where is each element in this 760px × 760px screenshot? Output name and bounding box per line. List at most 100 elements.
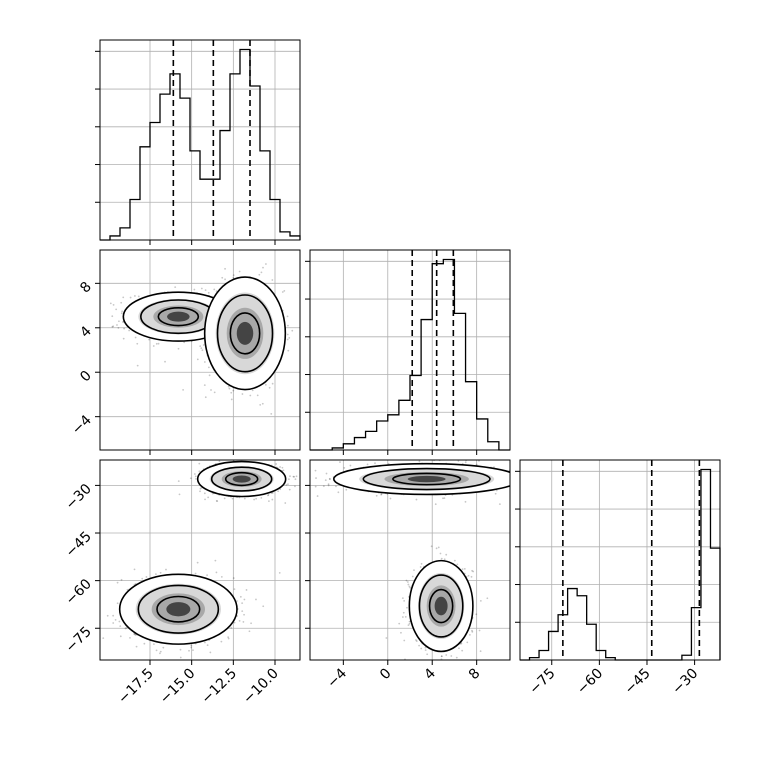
scatter-point: [213, 391, 216, 394]
scatter-point: [366, 463, 369, 466]
scatter-point: [109, 302, 112, 305]
scatter-point: [281, 466, 284, 469]
density-contour: [210, 466, 273, 492]
scatter-point: [420, 647, 423, 650]
scatter-point: [182, 389, 185, 391]
scatter-point: [106, 614, 109, 617]
scatter-point: [152, 345, 155, 347]
scatter-point: [194, 475, 197, 478]
scatter-point: [271, 382, 274, 385]
scatter-point: [464, 500, 467, 503]
scatter-point: [136, 364, 139, 367]
scatter-point: [111, 325, 114, 328]
scatter-point: [440, 655, 443, 658]
scatter-point: [129, 296, 132, 299]
scatter-point: [401, 616, 404, 618]
scatter-point: [285, 483, 288, 486]
density-contour: [392, 472, 462, 486]
scatter-point: [464, 461, 467, 464]
scatter-point: [227, 636, 230, 639]
scatter-point: [196, 358, 199, 361]
scatter-point: [204, 396, 207, 399]
density-contour: [428, 588, 454, 624]
scatter-point: [213, 288, 216, 291]
scatter-point: [193, 473, 196, 475]
hist_p0-panel: [95, 39, 301, 245]
scatter-point: [165, 568, 167, 571]
scatter-point: [242, 621, 245, 623]
scatter-point: [190, 646, 193, 649]
scatter-point: [155, 573, 157, 576]
histogram-step: [520, 468, 721, 661]
scatter-point: [199, 490, 201, 493]
scatter-point: [424, 649, 427, 652]
scatter-point: [405, 579, 408, 582]
scatter-point: [288, 336, 291, 339]
axes-frame: [309, 459, 511, 661]
scatter-point: [267, 494, 269, 497]
scatter-point: [192, 649, 194, 652]
scatter-point: [261, 402, 264, 405]
scatter-point: [314, 485, 317, 488]
scatter-point: [120, 578, 123, 581]
scatter-point: [215, 571, 218, 574]
scatter-point: [316, 495, 319, 497]
scatter-point: [458, 647, 460, 650]
scatter-point: [216, 500, 219, 503]
scatter-point: [415, 498, 418, 501]
scatter-point: [435, 547, 438, 550]
scatter-point: [174, 286, 177, 288]
scatter-point: [114, 618, 117, 621]
scatter-point: [466, 641, 469, 644]
scatter_p0_p1-panel: 840−4: [69, 249, 301, 455]
scatter-point: [210, 389, 212, 391]
scatter-point: [478, 629, 481, 632]
scatter-point: [141, 577, 144, 580]
scatter-point: [461, 649, 464, 652]
scatter-point: [200, 347, 203, 350]
scatter-point: [134, 633, 136, 636]
scatter-point: [155, 649, 158, 652]
scatter-point: [424, 646, 427, 649]
scatter-point: [145, 576, 148, 578]
scatter-point: [159, 652, 161, 655]
density-fill: [166, 602, 191, 617]
scatter-point: [248, 630, 251, 633]
scatter-point: [277, 490, 280, 493]
scatter-point: [243, 613, 245, 616]
scatter-point: [227, 637, 230, 640]
scatter-point: [223, 497, 226, 500]
axes-frame: [99, 39, 301, 241]
scatter-point: [207, 366, 210, 369]
scatter-point: [218, 460, 221, 463]
scatter-point: [214, 559, 217, 562]
scatter-point: [283, 290, 286, 292]
axes-frame: [309, 249, 511, 451]
scatter-point: [120, 312, 123, 315]
scatter-point: [402, 611, 405, 614]
scatter-point: [260, 271, 263, 274]
scatter-point: [288, 488, 291, 491]
scatter-point: [419, 566, 422, 568]
scatter-point: [468, 633, 471, 636]
scatter-point: [294, 485, 296, 488]
scatter-point: [255, 497, 258, 500]
density-fill: [232, 475, 251, 483]
scatter-point: [239, 595, 242, 598]
scatter-point: [408, 620, 411, 623]
scatter-point: [408, 585, 411, 588]
scatter-point: [440, 655, 443, 658]
scatter-point: [256, 394, 259, 397]
axes-frame: [99, 459, 301, 661]
density-contour: [229, 312, 261, 355]
density-fill: [167, 311, 190, 322]
scatter-point: [264, 383, 267, 386]
scatter-point: [343, 467, 346, 469]
scatter-point: [289, 475, 291, 478]
scatter_p0_p1-density: [109, 263, 294, 415]
scatter-point: [200, 287, 203, 290]
scatter-point: [215, 499, 218, 502]
scatter-point: [194, 572, 197, 575]
density-contour: [216, 294, 274, 373]
